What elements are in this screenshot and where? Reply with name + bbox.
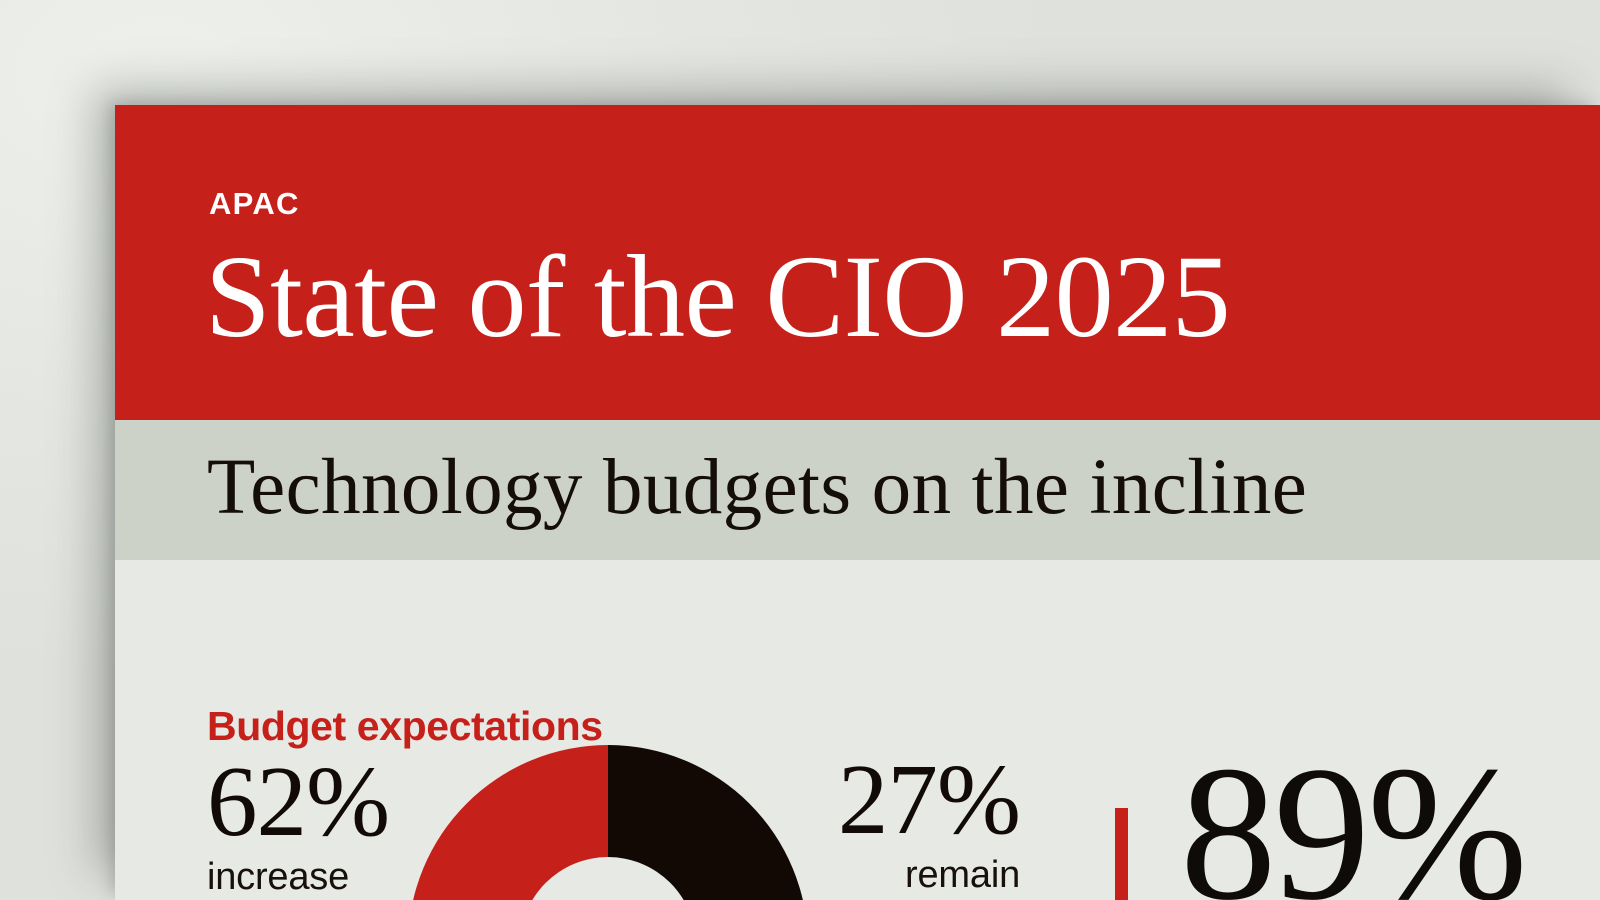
stat-highlight-value: 89% — [1180, 726, 1528, 900]
subtitle-band: Technology budgets on the incline — [115, 420, 1600, 560]
stat-remain-caption: remain the same — [760, 854, 1020, 900]
stat-remain-value: 27% — [837, 743, 1021, 855]
region-eyebrow: APAC — [209, 186, 300, 221]
stat-remain-caption-line1: remain — [905, 853, 1020, 896]
stat-remain-caption-line2: the same — [865, 897, 1020, 900]
stat-increase-value: 62% — [207, 745, 390, 857]
vertical-divider — [1115, 808, 1128, 900]
header-band: APAC State of the CIO 2025 — [115, 105, 1600, 420]
stat-remain-the-same: 27% remain the same — [760, 743, 1021, 900]
body-area: Budget expectations 62% increase 27% rem… — [115, 560, 1600, 900]
stat-increase-caption: increase — [207, 855, 350, 898]
subtitle-text: Technology budgets on the incline — [207, 444, 1308, 531]
infographic-page: APAC State of the CIO 2025 Technology bu… — [115, 105, 1600, 900]
stat-highlight: 89% — [1180, 726, 1600, 900]
stat-increase: 62% increase — [207, 745, 497, 899]
section-heading: Budget expectations — [207, 703, 603, 749]
page-title: State of the CIO 2025 — [205, 231, 1231, 362]
